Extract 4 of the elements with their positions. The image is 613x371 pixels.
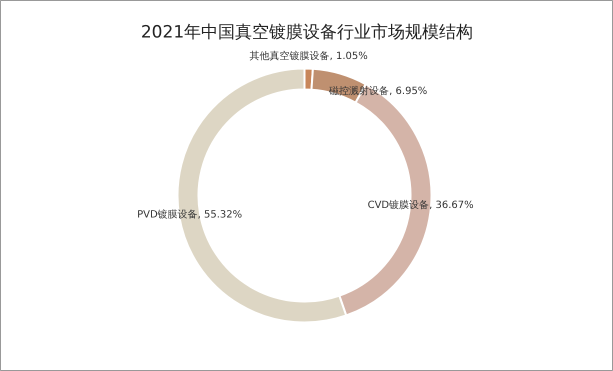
slice-label: PVD镀膜设备, 55.32% bbox=[137, 208, 242, 220]
slice-label: CVD镀膜设备, 36.67% bbox=[368, 198, 474, 211]
chart-title: 2021年中国真空镀膜设备行业市场规模结构 bbox=[140, 22, 474, 42]
slice-label: 其他真空镀膜设备, 1.05% bbox=[250, 50, 368, 62]
